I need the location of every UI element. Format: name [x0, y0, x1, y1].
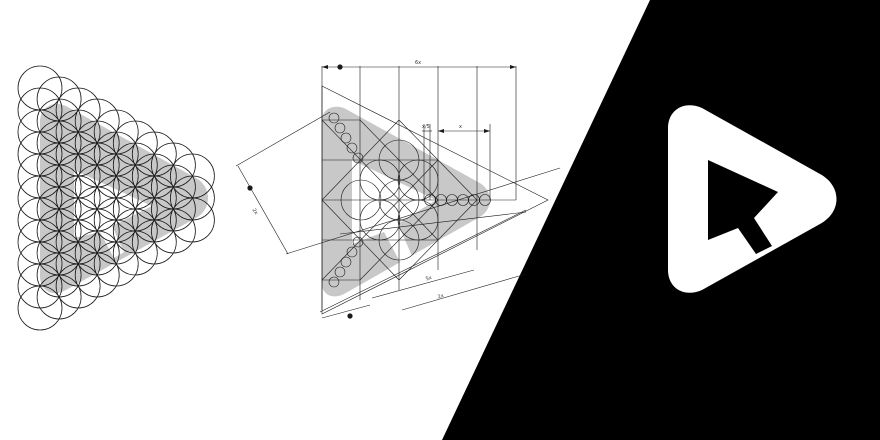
dimension-left: [237, 165, 289, 255]
dimension-bottom: [321, 269, 527, 319]
flower-circle: [378, 219, 420, 261]
dimension-labels: 6x x/5 x 2x 5x 2x: [251, 60, 462, 300]
edge-circle: [340, 132, 352, 144]
final-logo-cursor: [708, 160, 778, 254]
edge-circle: [328, 112, 340, 124]
dim-label-2x: 2x: [437, 293, 445, 300]
grid-construction-logo: [17, 65, 215, 331]
grid-circle: [169, 197, 215, 243]
center-flower-guides: [340, 139, 439, 261]
dimension-x: [438, 129, 490, 133]
grid-circle: [17, 285, 63, 331]
dim-label-5x: 5x: [425, 275, 433, 282]
diagonal-guide-lines: [235, 111, 561, 313]
construction-logo-cutout: [352, 160, 436, 262]
grid-circle: [93, 241, 139, 287]
edge-circle: [352, 236, 364, 248]
grid-circle: [55, 263, 101, 309]
dim-label-left: 2x: [251, 208, 259, 216]
flower-circle: [340, 179, 382, 221]
dimension-top: [322, 64, 516, 70]
edge-circle: [340, 256, 352, 268]
dark-panel: [442, 0, 880, 440]
final-logo: [668, 105, 837, 293]
flower-circle: [378, 139, 420, 181]
edge-circle: [352, 152, 364, 164]
edge-circle: [479, 194, 491, 206]
grid-circle: [131, 219, 177, 265]
dim-label-small: x/5: [422, 124, 430, 130]
edge-circle: [334, 122, 346, 134]
flower-grid-icon: [17, 65, 215, 331]
technical-construction-drawing: [235, 64, 561, 319]
edge-circle: [334, 266, 346, 278]
edge-circle: [346, 246, 358, 258]
edge-circle: [328, 276, 340, 288]
dim-label-top: 6x: [415, 60, 421, 66]
edge-circle-guides: [328, 112, 491, 288]
dim-label-x: x: [459, 124, 462, 130]
edge-circle: [346, 142, 358, 154]
